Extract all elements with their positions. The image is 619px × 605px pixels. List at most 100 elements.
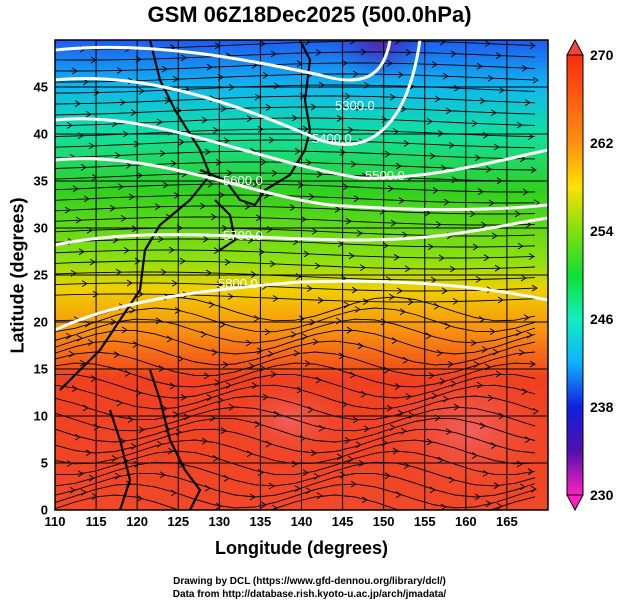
flow-arrow bbox=[66, 121, 73, 129]
flow-arrow bbox=[177, 355, 184, 363]
streamline bbox=[55, 117, 536, 127]
flow-arrow bbox=[199, 202, 206, 210]
colorbar-tick-label: 246 bbox=[590, 311, 614, 327]
flow-arrow bbox=[495, 370, 502, 378]
flow-arrow bbox=[88, 474, 95, 482]
flow-arrow bbox=[449, 265, 456, 273]
colorbar-tick-label: 230 bbox=[590, 487, 614, 503]
flow-arrow bbox=[268, 136, 275, 144]
y-tick-label: 35 bbox=[33, 173, 48, 189]
flow-arrow bbox=[91, 174, 98, 181]
y-tick-label: 45 bbox=[33, 79, 48, 95]
flow-arrow bbox=[249, 493, 256, 501]
streamline bbox=[55, 205, 536, 215]
flow-arrow bbox=[471, 452, 478, 459]
flow-arrow bbox=[260, 158, 267, 166]
flow-arrow bbox=[307, 406, 314, 413]
flow-arrow bbox=[315, 376, 322, 384]
flow-arrow bbox=[159, 150, 166, 157]
flow-arrow bbox=[123, 247, 130, 254]
flow-arrow bbox=[120, 214, 127, 222]
flow-arrow bbox=[262, 393, 269, 401]
flow-arrow bbox=[156, 440, 163, 448]
flow-arrow bbox=[161, 65, 168, 73]
streamline bbox=[55, 84, 536, 94]
flow-arrow bbox=[490, 109, 497, 117]
flow-arrow bbox=[336, 115, 343, 122]
flow-arrow bbox=[290, 331, 297, 338]
flow-arrow bbox=[257, 469, 264, 476]
streamline bbox=[55, 428, 536, 454]
flow-arrow bbox=[431, 61, 438, 68]
flow-arrow bbox=[516, 460, 523, 468]
flow-arrow bbox=[136, 495, 143, 502]
flow-arrow bbox=[298, 315, 305, 323]
coastlines bbox=[59, 40, 312, 510]
flow-arrow bbox=[202, 235, 209, 243]
flow-arrow bbox=[529, 42, 536, 50]
flow-arrow bbox=[259, 365, 266, 372]
flow-arrow bbox=[133, 460, 140, 468]
flow-arrow bbox=[246, 115, 253, 122]
flow-arrow bbox=[341, 400, 348, 408]
flow-arrow bbox=[438, 254, 445, 262]
flow-arrow bbox=[339, 148, 346, 156]
streamline bbox=[55, 307, 536, 333]
flow-arrow bbox=[530, 166, 537, 174]
flow-arrow bbox=[399, 308, 406, 316]
flow-arrow bbox=[68, 350, 75, 358]
flow-arrow bbox=[350, 160, 357, 168]
flow-arrow bbox=[260, 501, 267, 509]
flow-arrow bbox=[128, 193, 135, 201]
flow-arrow bbox=[312, 338, 319, 346]
flow-arrow bbox=[386, 59, 393, 67]
flow-arrow bbox=[256, 347, 263, 355]
y-tick-label: 5 bbox=[40, 455, 48, 471]
flow-arrow bbox=[382, 242, 389, 250]
flow-arrow bbox=[315, 49, 322, 56]
flow-arrow bbox=[392, 447, 399, 455]
flow-arrow bbox=[74, 433, 81, 441]
flow-arrow bbox=[300, 215, 307, 223]
flow-arrow bbox=[313, 472, 320, 480]
flow-arrow bbox=[65, 332, 72, 340]
flow-arrow bbox=[530, 485, 537, 493]
contour-label: 5400.0 bbox=[312, 131, 352, 146]
flow-arrow bbox=[289, 204, 296, 211]
flow-arrow bbox=[450, 380, 457, 388]
flow-arrow bbox=[302, 469, 309, 477]
flow-arrow bbox=[498, 86, 505, 94]
flow-arrow bbox=[264, 328, 271, 336]
flow-arrow bbox=[168, 246, 175, 254]
flow-arrow bbox=[130, 109, 137, 116]
flow-arrow bbox=[121, 326, 128, 334]
flow-arrow bbox=[472, 243, 479, 251]
flow-arrow bbox=[430, 276, 437, 284]
flow-arrow bbox=[228, 403, 235, 411]
streamline bbox=[55, 282, 536, 292]
flow-arrow bbox=[355, 441, 362, 449]
flow-arrow bbox=[432, 187, 439, 194]
flow-arrow bbox=[355, 104, 362, 111]
flow-arrow bbox=[109, 204, 116, 212]
flow-arrow bbox=[346, 326, 353, 334]
flow-arrow bbox=[71, 67, 78, 75]
flow-arrow bbox=[384, 150, 391, 158]
streamline bbox=[55, 293, 536, 303]
flow-arrow bbox=[220, 427, 227, 435]
flow-arrow bbox=[220, 105, 227, 113]
flow-arrow bbox=[266, 226, 273, 233]
flow-arrow bbox=[351, 286, 358, 294]
flow-arrow bbox=[396, 287, 403, 295]
flow-arrow bbox=[390, 219, 397, 227]
flow-arrow bbox=[180, 54, 187, 62]
contour-label: 5300.0 bbox=[335, 98, 375, 113]
streamline bbox=[55, 260, 536, 270]
flow-arrow bbox=[252, 180, 259, 188]
flow-arrow bbox=[126, 279, 133, 287]
flow-arrow bbox=[349, 40, 356, 45]
flow-arrow bbox=[125, 161, 132, 169]
flow-arrow bbox=[440, 164, 447, 172]
flow-arrow bbox=[270, 50, 277, 58]
flow-arrow bbox=[431, 392, 438, 400]
